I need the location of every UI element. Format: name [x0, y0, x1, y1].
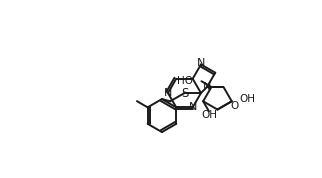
Text: OH: OH	[201, 110, 217, 120]
Text: N: N	[164, 88, 172, 98]
Text: N: N	[188, 102, 197, 112]
Text: S: S	[181, 87, 188, 100]
Text: OH: OH	[240, 94, 256, 104]
Text: HO: HO	[177, 76, 194, 86]
Text: N: N	[197, 58, 205, 69]
Text: O: O	[231, 101, 239, 111]
Text: N: N	[203, 82, 211, 92]
